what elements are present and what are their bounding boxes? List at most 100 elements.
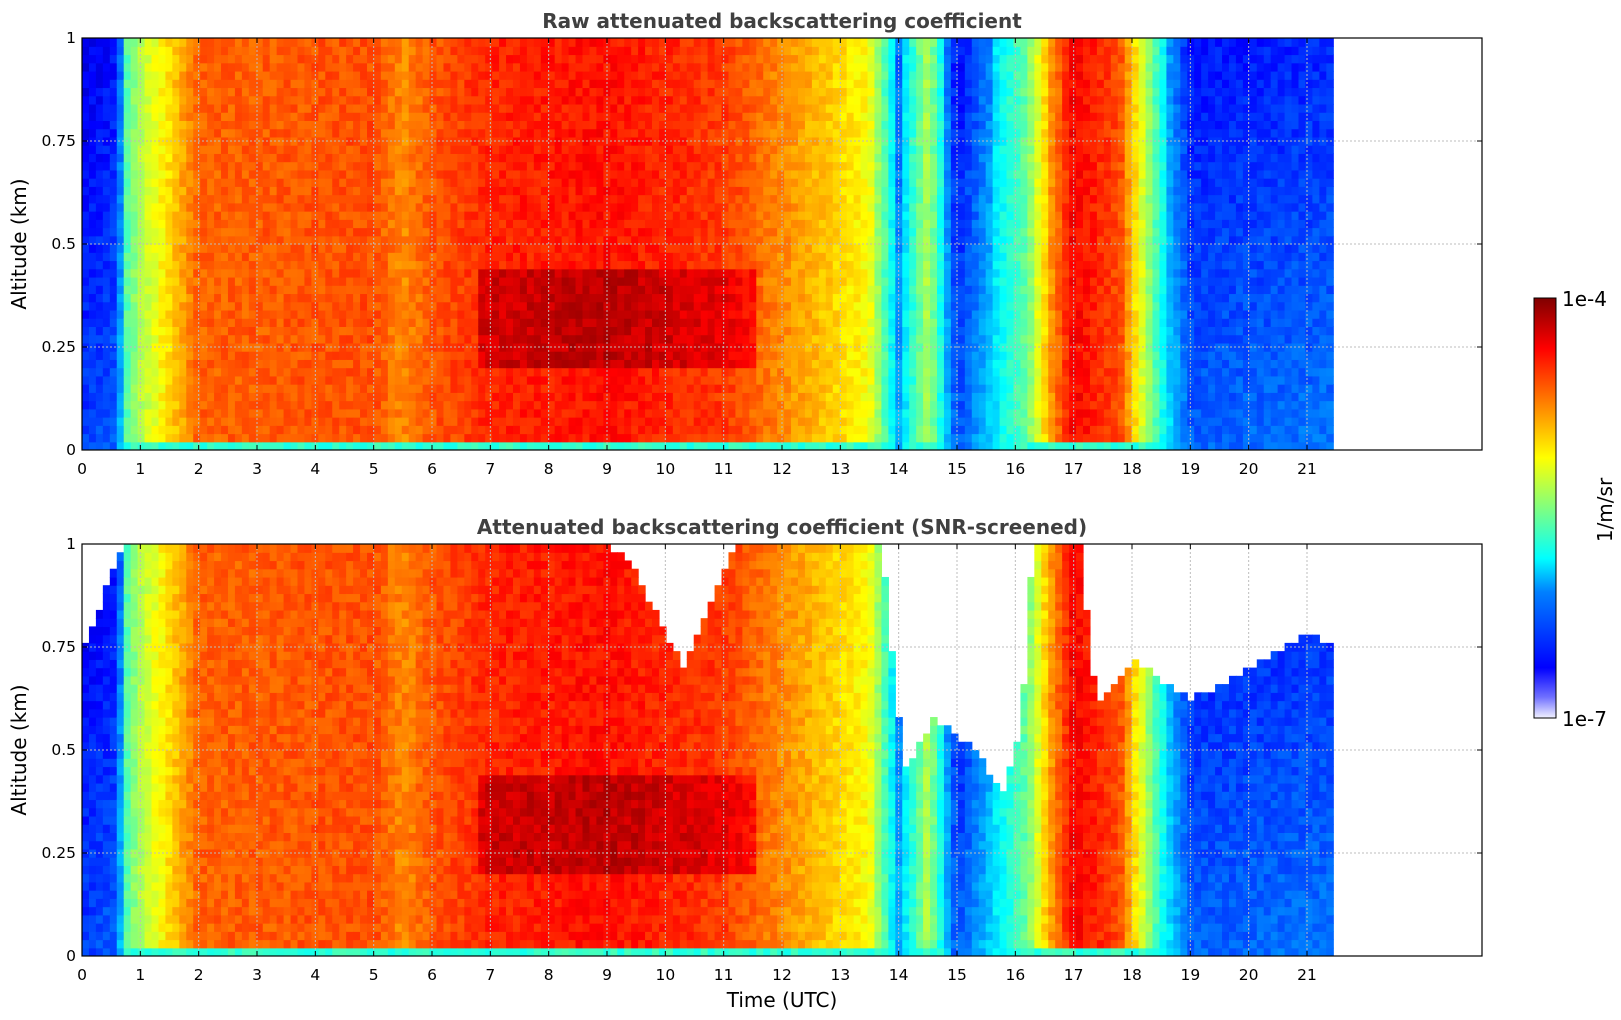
heatmap-cell: [485, 318, 493, 327]
heatmap-cell: [624, 79, 632, 89]
heatmap-cell: [512, 252, 521, 262]
heatmap-cell: [248, 268, 257, 278]
heatmap-cell: [373, 219, 382, 229]
heatmap-cell: [610, 112, 618, 121]
heatmap-cell: [610, 54, 618, 64]
heatmap-cell: [471, 128, 479, 138]
heatmap-cell: [652, 70, 660, 80]
heatmap-cell: [638, 219, 646, 229]
heatmap-cell: [610, 161, 618, 171]
heatmap-cell: [561, 38, 570, 47]
heatmap-cell: [95, 235, 104, 245]
heatmap-cell: [318, 400, 326, 410]
heatmap-cell: [401, 285, 410, 295]
heatmap-cell: [756, 103, 764, 113]
heatmap-cell: [234, 276, 243, 286]
heatmap-cell: [346, 400, 354, 410]
heatmap-cell: [339, 268, 347, 278]
heatmap-cell: [631, 211, 639, 220]
heatmap-cell: [610, 211, 618, 220]
heatmap-cell: [123, 186, 132, 196]
heatmap-cell: [200, 293, 208, 303]
heatmap-cell: [311, 153, 319, 163]
heatmap-cell: [506, 120, 514, 130]
heatmap-cell: [186, 46, 194, 56]
heatmap-cell: [596, 351, 604, 360]
heatmap-cell: [554, 227, 563, 237]
heatmap-cell: [429, 128, 438, 138]
heatmap-cell: [526, 153, 535, 163]
heatmap-cell: [248, 334, 257, 344]
heatmap-cell: [283, 433, 292, 443]
heatmap-cell: [221, 62, 229, 72]
heatmap-cell: [735, 441, 743, 450]
heatmap-cell: [109, 408, 118, 418]
heatmap-cell: [172, 400, 180, 410]
heatmap-cell: [186, 293, 194, 303]
heatmap-cell: [346, 153, 354, 163]
heatmap-cell: [686, 178, 695, 187]
heatmap-cell: [109, 153, 118, 163]
heatmap-cell: [422, 46, 431, 56]
heatmap-cell: [248, 293, 257, 303]
heatmap-cell: [325, 169, 333, 179]
heatmap-cell: [186, 219, 194, 229]
heatmap-cell: [401, 194, 410, 204]
heatmap-cell: [436, 62, 445, 72]
heatmap-cell: [714, 112, 723, 121]
heatmap-cell: [735, 128, 743, 138]
heatmap-cell: [401, 318, 410, 327]
heatmap-cell: [339, 211, 347, 220]
heatmap-cell: [617, 268, 625, 278]
heatmap-cell: [596, 112, 604, 121]
heatmap-cell: [165, 153, 173, 163]
heatmap-cell: [672, 326, 681, 336]
heatmap-cell: [151, 375, 160, 385]
heatmap-cell: [95, 441, 104, 450]
heatmap-cell: [332, 194, 340, 204]
heatmap-cell: [283, 318, 292, 327]
heatmap-cell: [165, 46, 173, 56]
heatmap-cell: [554, 178, 563, 187]
heatmap-cell: [248, 400, 257, 410]
heatmap-cell: [547, 202, 556, 212]
heatmap-cell: [116, 103, 125, 113]
heatmap-cell: [311, 367, 319, 377]
heatmap-cell: [353, 309, 361, 319]
heatmap-cell: [387, 54, 396, 64]
heatmap-cell: [714, 318, 723, 327]
heatmap-cell: [735, 326, 743, 336]
heatmap-cell: [478, 38, 486, 47]
heatmap-cell: [387, 384, 396, 393]
heatmap-cell: [707, 186, 716, 196]
heatmap-cell: [443, 367, 452, 377]
heatmap-cell: [186, 367, 194, 377]
heatmap-cell: [596, 342, 604, 352]
heatmap-cell: [227, 145, 236, 154]
heatmap-cell: [652, 169, 660, 179]
heatmap-cell: [617, 417, 625, 426]
heatmap-cell: [165, 211, 173, 220]
heatmap-cell: [207, 359, 215, 369]
heatmap-cell: [360, 392, 368, 402]
heatmap-cell: [339, 392, 347, 402]
heatmap-cell: [179, 38, 187, 47]
heatmap-cell: [172, 318, 180, 327]
heatmap-cell: [297, 87, 306, 97]
heatmap-cell: [186, 384, 194, 393]
heatmap-cell: [394, 367, 403, 377]
heatmap-cell: [485, 293, 493, 303]
heatmap-cell: [227, 293, 236, 303]
heatmap-cell: [241, 301, 250, 311]
heatmap-cell: [436, 169, 445, 179]
heatmap-cell: [533, 408, 542, 418]
heatmap-cell: [464, 38, 472, 47]
heatmap-cell: [742, 87, 750, 97]
heatmap-cell: [714, 87, 723, 97]
heatmap-cell: [95, 169, 104, 179]
heatmap-cell: [408, 260, 417, 270]
heatmap-cell: [589, 334, 597, 344]
heatmap-cell: [360, 153, 368, 163]
heatmap-cell: [506, 309, 514, 319]
heatmap-cell: [679, 384, 688, 393]
